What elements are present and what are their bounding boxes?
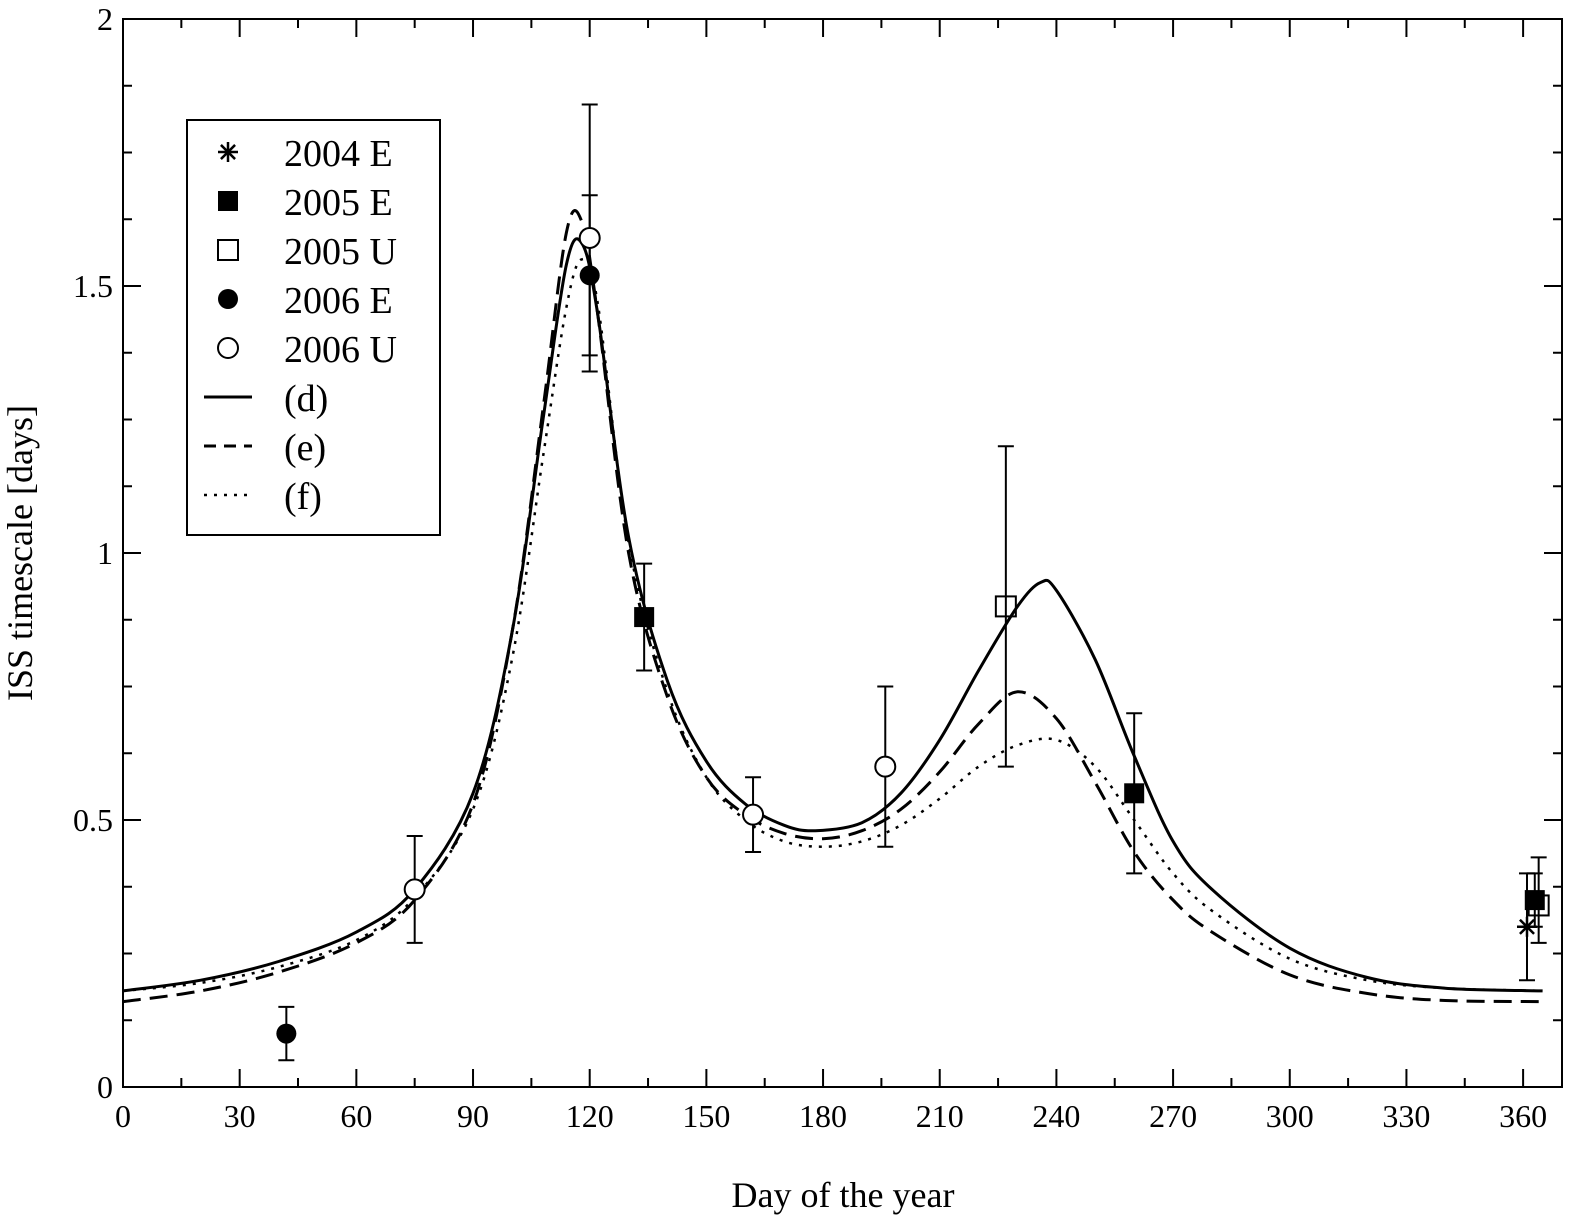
legend-box xyxy=(186,119,441,536)
curve-f xyxy=(122,257,1543,993)
legend-label: 2006 U xyxy=(284,329,397,371)
x-tick-label: 180 xyxy=(799,1098,847,1134)
filled-square-marker xyxy=(218,191,238,211)
filled-circle-marker xyxy=(218,289,238,309)
asterisk-stroke xyxy=(220,144,236,160)
data-point-2005-e xyxy=(1124,783,1145,804)
x-tick-label: 0 xyxy=(115,1098,131,1134)
x-tick-label: 240 xyxy=(1032,1098,1080,1134)
x-tick-label: 270 xyxy=(1149,1098,1197,1134)
open-circle-marker xyxy=(217,337,239,359)
legend-entry: 2004 E xyxy=(218,133,393,175)
curve-e xyxy=(122,209,1543,1004)
y-tick-label: 0.5 xyxy=(73,802,113,838)
x-tick-label: 120 xyxy=(566,1098,614,1134)
open-circle-marker xyxy=(578,226,601,249)
legend-label: (d) xyxy=(284,378,328,420)
legend-entry: 2005 U xyxy=(217,231,397,273)
legend-entry: 2006 U xyxy=(217,329,397,371)
legend-symbol-filled-circle xyxy=(218,289,238,309)
open-circle-marker xyxy=(742,803,765,826)
legend-label: (f) xyxy=(284,476,322,518)
x-tick-label: 210 xyxy=(916,1098,964,1134)
open-circle-marker xyxy=(874,755,897,778)
data-point-2005-e xyxy=(634,607,655,628)
y-tick-label: 1.5 xyxy=(73,268,113,304)
x-axis-label: Day of the year xyxy=(732,1175,955,1215)
y-tick-label: 2 xyxy=(97,1,113,37)
points-layer xyxy=(276,103,1550,1062)
legend-label: 2004 E xyxy=(284,133,393,175)
data-point-2005-u xyxy=(1527,894,1550,917)
legend-entry: (d) xyxy=(204,378,328,420)
x-tick-label: 330 xyxy=(1382,1098,1430,1134)
data-point-2006-e xyxy=(276,1023,297,1044)
x-tick-label: 150 xyxy=(682,1098,730,1134)
x-tick-label: 360 xyxy=(1499,1098,1547,1134)
data-point-2006-u xyxy=(742,803,765,826)
legend-label: 2005 U xyxy=(284,231,397,273)
data-point-2005-u xyxy=(994,595,1017,618)
data-point-2006-u xyxy=(874,755,897,778)
legend-symbol-open-circle xyxy=(217,337,239,359)
open-square-marker xyxy=(1527,894,1550,917)
y-tick-label: 1 xyxy=(97,535,113,571)
open-square-marker xyxy=(994,595,1017,618)
open-square-marker xyxy=(217,239,239,261)
legend-entry: (e) xyxy=(204,427,326,469)
filled-circle-marker xyxy=(276,1023,297,1044)
legend-symbol-filled-square xyxy=(218,191,238,211)
filled-square-marker xyxy=(1124,783,1145,804)
legend-entry: 2005 E xyxy=(218,182,393,224)
x-tick-label: 60 xyxy=(340,1098,372,1134)
legend-symbol-open-square xyxy=(217,239,239,261)
ticks-layer: 0 30 60 90 120 150 180 210 240 270 300 330 360 0 0.5 1 1… xyxy=(73,1,1562,1134)
legend-symbol-asterisk xyxy=(218,142,238,162)
data-point-2006-u xyxy=(403,878,426,901)
data-point-2006-u xyxy=(578,226,601,249)
legend: 2004 E 2005 E 2005 U 2006 E 2006 U (d) (e) (f) xyxy=(186,119,441,536)
legend-label: (e) xyxy=(284,427,326,469)
legend-entry: (f) xyxy=(204,476,322,518)
open-circle-marker xyxy=(403,878,426,901)
legend-entry: 2006 E xyxy=(218,280,393,322)
x-tick-label: 300 xyxy=(1266,1098,1314,1134)
y-tick-label: 0 xyxy=(97,1069,113,1105)
legend-label: 2005 E xyxy=(284,182,393,224)
legend-label: 2006 E xyxy=(284,280,393,322)
filled-square-marker xyxy=(634,607,655,628)
y-axis-label: ISS timescale [days] xyxy=(0,405,40,701)
x-tick-label: 90 xyxy=(457,1098,489,1134)
x-tick-label: 30 xyxy=(224,1098,256,1134)
